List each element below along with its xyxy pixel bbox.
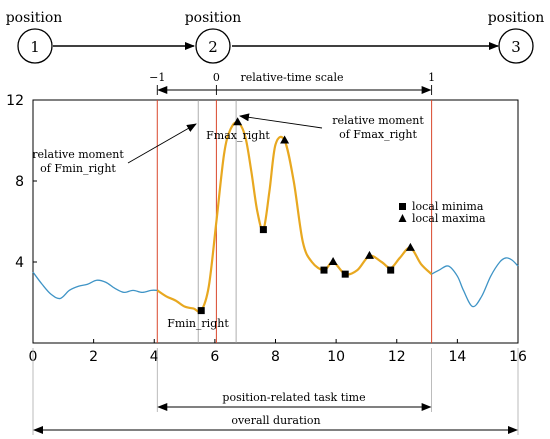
relative-time-scale: relative-time scale −1 0 1 [149, 71, 435, 95]
annotations: Fmax_right Fmin_right relative moment of… [32, 113, 424, 330]
y-tick-label-2: 12 [6, 93, 24, 109]
local-minimum-marker-0 [197, 307, 205, 315]
rel-fmax-line2: of Fmax_right [339, 128, 417, 141]
x-tick-label-7: 14 [448, 349, 466, 365]
series-line-0-overall [32, 271, 158, 300]
vertical-lines [156, 100, 433, 343]
x-tick-label-3: 6 [210, 349, 219, 365]
legend: local minima local maxima [398, 200, 486, 225]
local-maximum-marker-2 [328, 257, 338, 265]
relative-time-tick-label-0: −1 [149, 71, 165, 84]
overall-duration-label: overall duration [231, 414, 320, 427]
position-1-node [17, 28, 53, 64]
legend-square-marker [399, 203, 406, 210]
x-tick-label-2: 4 [150, 349, 159, 365]
rel-fmin-pointer [127, 123, 197, 164]
position-3-label: position [488, 10, 545, 26]
legend-triangle-marker [398, 214, 407, 222]
position-3-node [498, 28, 534, 64]
relative-time-tick-label-2: 1 [428, 71, 435, 84]
local-minimum-marker-4 [387, 266, 395, 274]
position-2-label: position [185, 10, 242, 26]
rel-fmax-line1: relative moment [332, 114, 424, 127]
rel-fmin-line1: relative moment [32, 148, 124, 161]
local-minimum-marker-3 [341, 270, 349, 278]
y-tick-label-1: 8 [15, 174, 24, 190]
series-line-2-overall [431, 257, 519, 308]
position-3-number: 3 [511, 38, 521, 56]
relative-time-scale-label: relative-time scale [241, 71, 344, 84]
local-maximum-marker-0 [233, 117, 243, 126]
fmax-label: Fmax_right [206, 129, 270, 142]
task-time-label: position-related task time [222, 391, 365, 404]
legend-label-minima: local minima [412, 200, 484, 213]
rel-fmax-pointer [239, 113, 323, 129]
position-2-node [195, 28, 231, 64]
position-1-label: position [6, 10, 63, 26]
duration-brackets: position-related task time overall durat… [32, 348, 519, 435]
local-maximum-marker-3 [364, 250, 374, 259]
x-tick-label-4: 8 [271, 349, 280, 365]
rel-fmin-line2: of Fmin_right [40, 162, 116, 175]
relative-time-tick-label-1: 0 [213, 71, 220, 84]
fmin-label: Fmin_right [167, 317, 229, 330]
x-tick-label-5: 10 [327, 349, 345, 365]
local-minimum-marker-1 [259, 226, 267, 234]
position-2-number: 2 [208, 38, 218, 56]
local-minimum-marker-2 [320, 266, 328, 274]
local-maximum-marker-4 [405, 242, 415, 251]
position-diagram: position 1 position 2 position 3 [6, 10, 545, 64]
position-1-number: 1 [30, 38, 40, 56]
local-maximum-marker-1 [280, 135, 290, 144]
x-tick-label-1: 2 [89, 349, 98, 365]
x-tick-label-6: 12 [388, 349, 406, 365]
legend-label-maxima: local maxima [412, 212, 486, 225]
extrema-markers [197, 117, 415, 315]
y-tick-label-0: 4 [15, 255, 24, 271]
